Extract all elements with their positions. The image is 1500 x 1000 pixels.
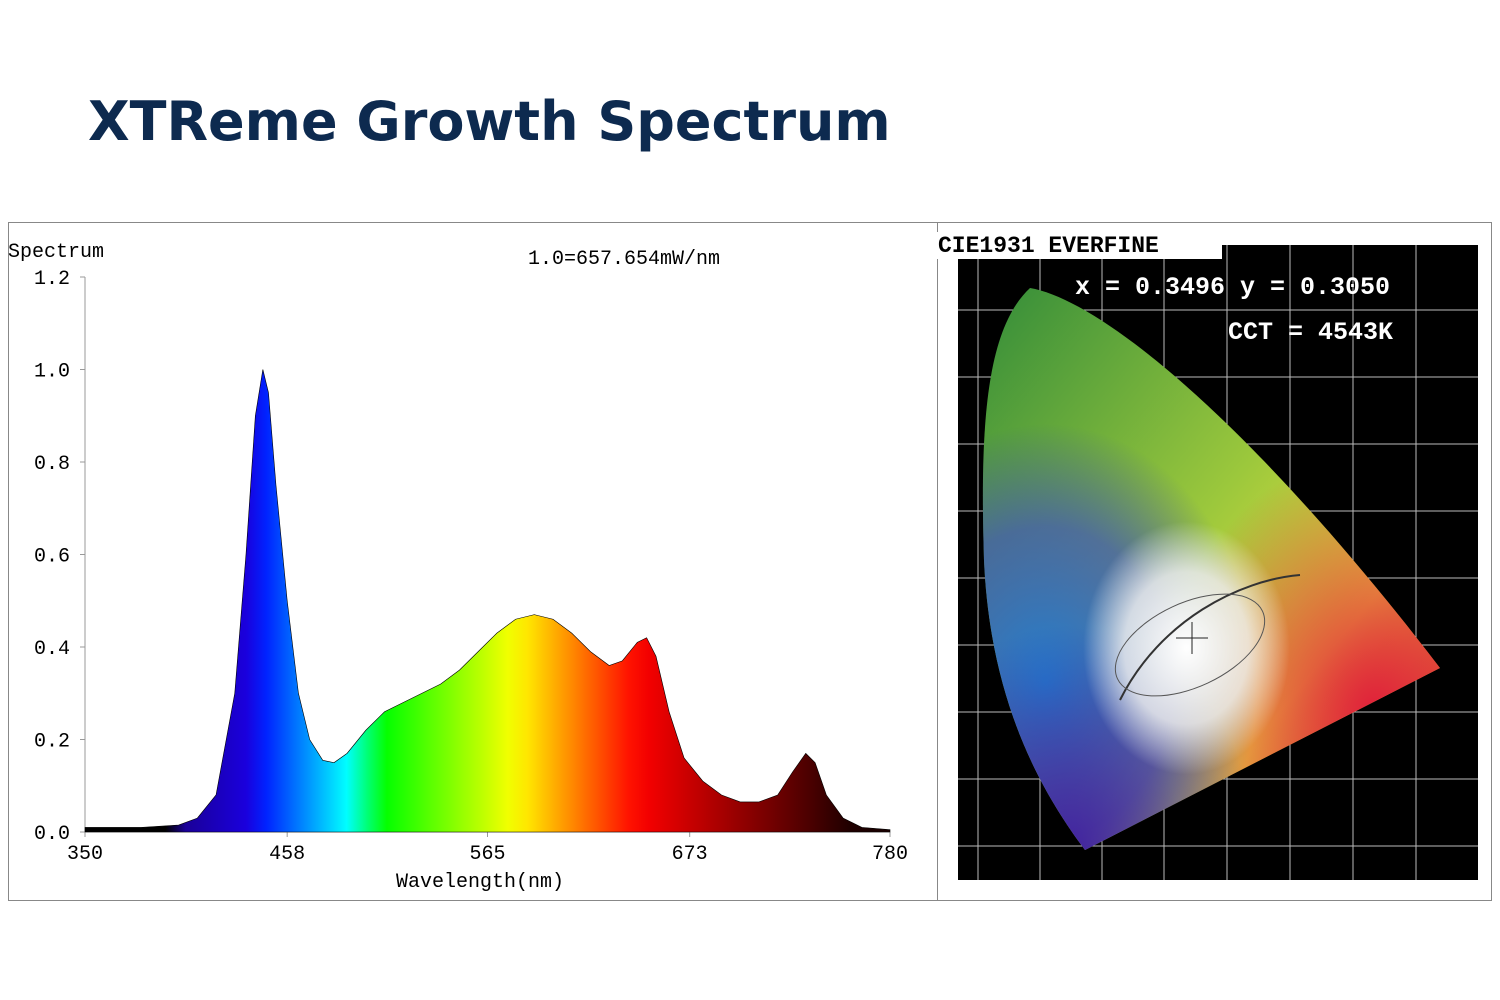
cie-diagram: CIE1931 EVERFINE x = 0.3496 y = 0.3050 C… [937,232,1478,880]
cie-cct: CCT = 4543K [1228,318,1393,347]
x-tick-label: 458 [269,843,305,866]
spectrum-chart: Spectrum 1.0=657.654mW/nm Wavelength(nm)… [8,241,908,894]
y-tick-label: 0.4 [34,638,70,661]
x-tick-label: 673 [672,843,708,866]
y-axis-label: Spectrum [8,241,104,264]
cie-coordinates: x = 0.3496 y = 0.3050 [1075,273,1390,302]
y-tick-label: 0.8 [34,453,70,476]
y-tick-label: 1.0 [34,361,70,384]
y-tick-label: 0.6 [34,546,70,569]
spectrum-area [84,369,891,833]
annotation: 1.0=657.654mW/nm [528,248,720,271]
x-tick-label: 350 [67,843,103,866]
y-tick-label: 1.2 [34,268,70,291]
y-tick-label: 0.2 [34,731,70,754]
x-axis-label: Wavelength(nm) [396,871,564,894]
y-tick-label: 0.0 [34,823,70,846]
x-tick-label: 565 [469,843,505,866]
x-tick-label: 780 [872,843,908,866]
cie-title-bg [937,232,1222,259]
slide-title: XTReme Growth Spectrum [88,90,891,153]
cie-title: CIE1931 EVERFINE [938,233,1159,259]
